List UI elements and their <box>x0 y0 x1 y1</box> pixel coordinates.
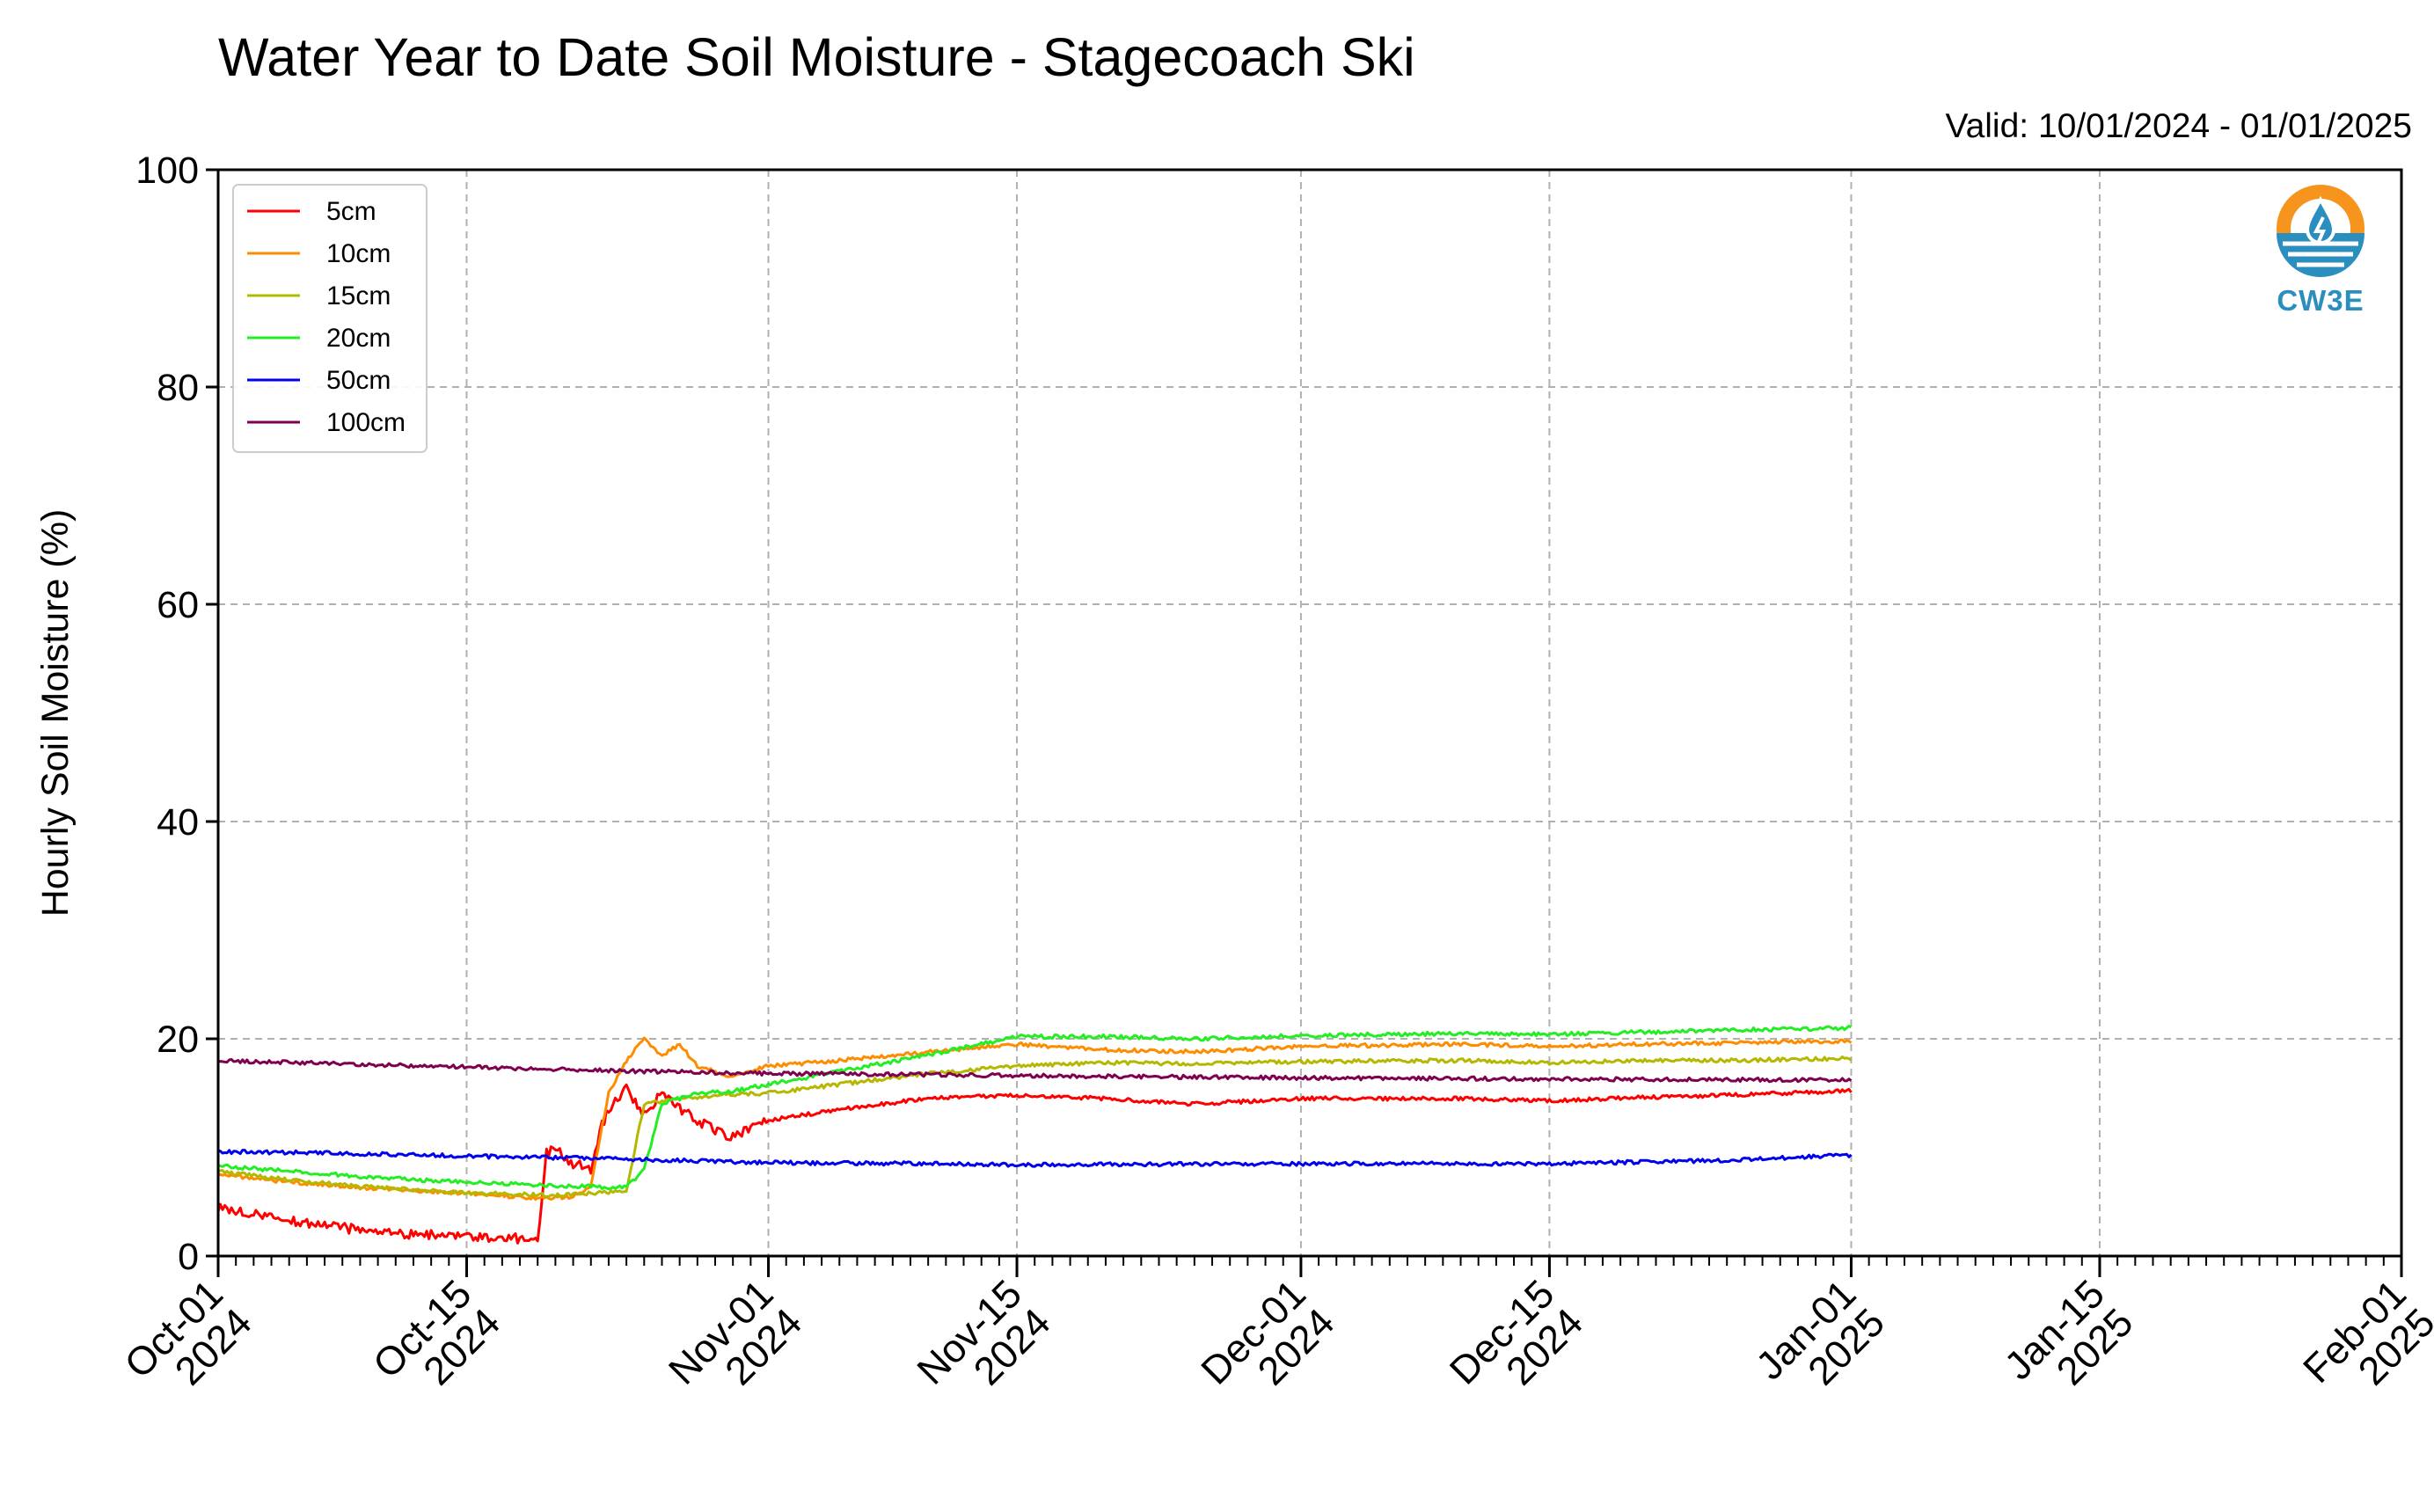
series-lines <box>216 1025 1853 1245</box>
y-tick-label: 0 <box>178 1236 199 1278</box>
grid-lines <box>218 170 2401 1256</box>
cw3e-logo: CW3E <box>2263 180 2378 321</box>
y-tick-label: 80 <box>157 367 199 409</box>
y-tick-label: 20 <box>157 1019 199 1061</box>
chart-title: Water Year to Date Soil Moisture - Stage… <box>218 27 1415 87</box>
cw3e-water-drop-logo-icon <box>2277 185 2365 277</box>
legend-label: 100cm <box>326 408 406 437</box>
legend-box <box>232 184 428 453</box>
series-line-50cm <box>217 1149 1853 1168</box>
legend-label: 50cm <box>326 366 391 395</box>
legend-label: 20cm <box>326 324 391 353</box>
y-axis-label: Hourly Soil Moisture (%) <box>34 509 77 917</box>
y-tick-label: 60 <box>157 584 199 626</box>
legend-label: 5cm <box>326 197 376 226</box>
plot-frame <box>216 168 2403 1258</box>
legend-label: 15cm <box>326 281 391 310</box>
series-line-100cm <box>217 1057 1853 1084</box>
legend-label: 10cm <box>326 239 391 268</box>
axis-ticks <box>206 168 2403 1277</box>
series-line-20cm <box>217 1025 1853 1191</box>
legend: 5cm 10cm 15cm 20cm 50cm 100cm <box>232 184 428 453</box>
y-tick-label: 100 <box>135 150 199 192</box>
series-line-5cm <box>216 1083 1853 1245</box>
chart-subtitle: Valid: 10/01/2024 - 01/01/2025 <box>1945 107 2412 145</box>
logo-text: CW3E <box>2277 284 2365 317</box>
series-line-10cm <box>217 1036 1853 1202</box>
series-line-15cm <box>217 1055 1853 1199</box>
y-tick-label: 40 <box>157 801 199 844</box>
